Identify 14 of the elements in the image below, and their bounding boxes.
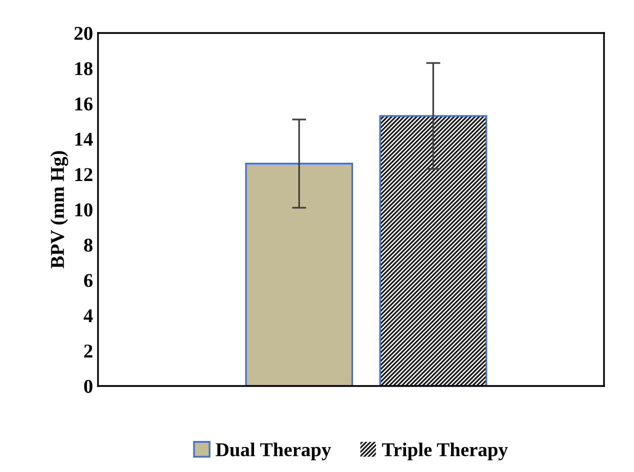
- legend-label: Triple Therapy: [382, 442, 508, 460]
- y-tick-label: 20: [74, 26, 92, 40]
- y-tick-label: 18: [75, 62, 92, 76]
- y-tick-label: 4: [84, 309, 93, 322]
- y-tick-label: 14: [75, 132, 93, 146]
- y-tick-label: 8: [84, 238, 92, 252]
- y-tick-label: 0: [84, 380, 92, 393]
- y-tick-label: 2: [84, 344, 92, 358]
- y-tick-label: 6: [84, 274, 93, 288]
- legend-label: Dual Therapy: [216, 442, 332, 460]
- y-tick-label: 16: [75, 97, 93, 111]
- y-axis-title: BPV (mm Hg): [50, 151, 68, 268]
- y-tick-label: 12: [75, 168, 92, 181]
- y-tick-label: 10: [75, 203, 92, 216]
